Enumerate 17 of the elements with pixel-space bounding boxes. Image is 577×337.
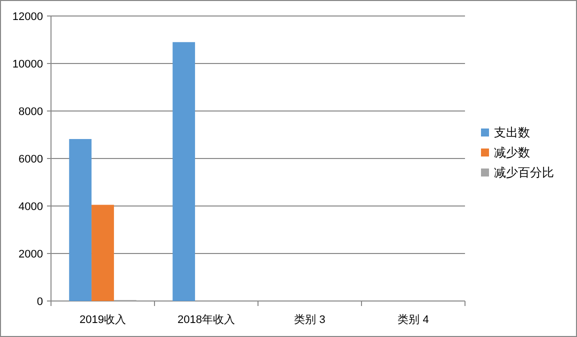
- bar: [92, 204, 114, 301]
- y-tick-label: 12000: [12, 10, 43, 23]
- y-tick-label: 6000: [18, 153, 43, 166]
- legend-label: 支出数: [494, 126, 530, 140]
- y-tick-label: 8000: [18, 106, 43, 118]
- bar: [172, 42, 196, 301]
- y-tick-label: 2000: [18, 248, 43, 260]
- x-tick-label: 2019收入: [80, 313, 126, 326]
- y-tick-label: 4000: [18, 200, 43, 213]
- y-tick-label: 0: [36, 296, 43, 308]
- x-tick-label: 类别 3: [294, 313, 326, 326]
- legend-label: 减少百分比: [494, 166, 554, 180]
- x-tick-label: 类别 4: [398, 313, 429, 326]
- bar: [69, 139, 92, 301]
- x-tick-label: 2018年收入: [178, 313, 235, 326]
- legend-label: 减少数: [494, 146, 530, 160]
- y-tick-label: 10000: [12, 58, 43, 70]
